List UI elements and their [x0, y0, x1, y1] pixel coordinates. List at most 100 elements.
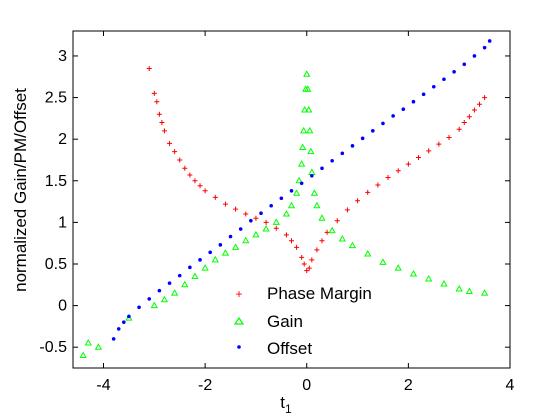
data-point	[455, 284, 463, 292]
data-point	[249, 218, 253, 223]
data-point	[263, 219, 269, 225]
data-point	[218, 243, 223, 247]
data-point	[301, 261, 307, 267]
data-point	[375, 182, 381, 188]
data-point	[79, 351, 87, 359]
y-tick-label: 3	[58, 48, 67, 65]
data-point	[177, 273, 182, 278]
x-tick-label: -2	[198, 377, 212, 394]
data-point	[364, 249, 372, 257]
data-point	[416, 154, 422, 160]
data-point	[252, 230, 260, 238]
data-point	[94, 343, 103, 350]
data-point	[299, 254, 305, 260]
data-point	[151, 90, 157, 96]
data-point	[452, 69, 456, 74]
data-point	[170, 289, 179, 296]
y-tick-label: 1.5	[45, 173, 67, 190]
data-point	[238, 227, 243, 231]
data-point	[146, 65, 152, 71]
data-point	[319, 238, 325, 244]
data-point	[301, 106, 309, 113]
data-point	[304, 85, 312, 92]
data-point	[197, 183, 203, 189]
data-point	[192, 178, 198, 184]
data-point	[150, 301, 158, 309]
data-point	[306, 126, 314, 134]
data-point	[405, 161, 411, 167]
data-point	[231, 243, 240, 250]
data-point	[411, 99, 416, 104]
data-point	[253, 215, 259, 221]
data-point	[365, 189, 371, 195]
data-point	[462, 62, 467, 67]
y-tick-label: 0.5	[45, 256, 67, 273]
data-point	[198, 258, 202, 262]
x-tick-label: 2	[404, 377, 413, 394]
data-point	[314, 247, 320, 253]
data-point	[294, 244, 300, 250]
data-point	[487, 39, 492, 43]
data-point	[306, 265, 312, 271]
legend-label-gain: Gain	[267, 312, 303, 331]
legend-marker-phase-margin: +	[235, 287, 242, 301]
data-point	[147, 297, 152, 301]
y-tick-label: 2	[58, 131, 67, 148]
data-point	[228, 234, 233, 239]
data-point	[465, 287, 474, 294]
data-point	[273, 225, 279, 231]
data-point	[292, 189, 301, 196]
data-point	[160, 295, 169, 303]
series-offset	[111, 39, 492, 341]
data-point	[127, 314, 131, 319]
data-point	[167, 140, 173, 146]
data-point	[221, 249, 230, 256]
x-axis-label-subscript: 1	[285, 402, 292, 416]
y-tick-label: 1	[58, 214, 67, 231]
x-tick-label: -4	[96, 377, 110, 394]
x-axis-label-main: t	[280, 393, 285, 412]
x-tick-label: 0	[302, 377, 311, 394]
data-point	[201, 264, 209, 271]
data-point	[211, 255, 219, 263]
data-point	[355, 198, 361, 204]
y-axis-label: normalized Gain/PM/Offset	[11, 88, 30, 292]
data-point	[188, 265, 192, 270]
y-tick-label: 0	[58, 298, 67, 315]
data-point	[289, 238, 294, 244]
data-point	[272, 218, 280, 225]
data-point	[456, 126, 462, 132]
data-point	[289, 188, 294, 193]
data-point	[461, 120, 467, 126]
data-point	[313, 201, 321, 209]
data-point	[282, 210, 291, 217]
data-point	[300, 126, 308, 134]
data-point	[472, 54, 477, 58]
data-point	[381, 121, 385, 126]
data-point	[191, 272, 199, 279]
legend-label-offset: Offset	[267, 339, 312, 358]
data-point	[425, 274, 433, 282]
data-point	[303, 70, 311, 77]
data-point	[172, 149, 178, 155]
data-point	[324, 229, 330, 235]
data-point	[161, 128, 167, 134]
data-point	[371, 129, 375, 133]
data-point	[379, 258, 387, 265]
legend: + Phase Margin Gain Offset	[233, 284, 372, 358]
data-point	[442, 77, 446, 82]
data-point	[295, 176, 303, 184]
data-point	[157, 288, 162, 293]
data-point	[116, 327, 121, 331]
data-point	[401, 107, 406, 112]
data-point	[360, 136, 365, 141]
data-point	[338, 235, 346, 242]
data-point	[482, 95, 488, 101]
data-point	[328, 226, 336, 234]
data-point	[243, 211, 249, 217]
data-point	[154, 99, 160, 105]
data-point	[446, 135, 452, 141]
data-point	[242, 236, 250, 244]
data-point	[187, 172, 193, 178]
